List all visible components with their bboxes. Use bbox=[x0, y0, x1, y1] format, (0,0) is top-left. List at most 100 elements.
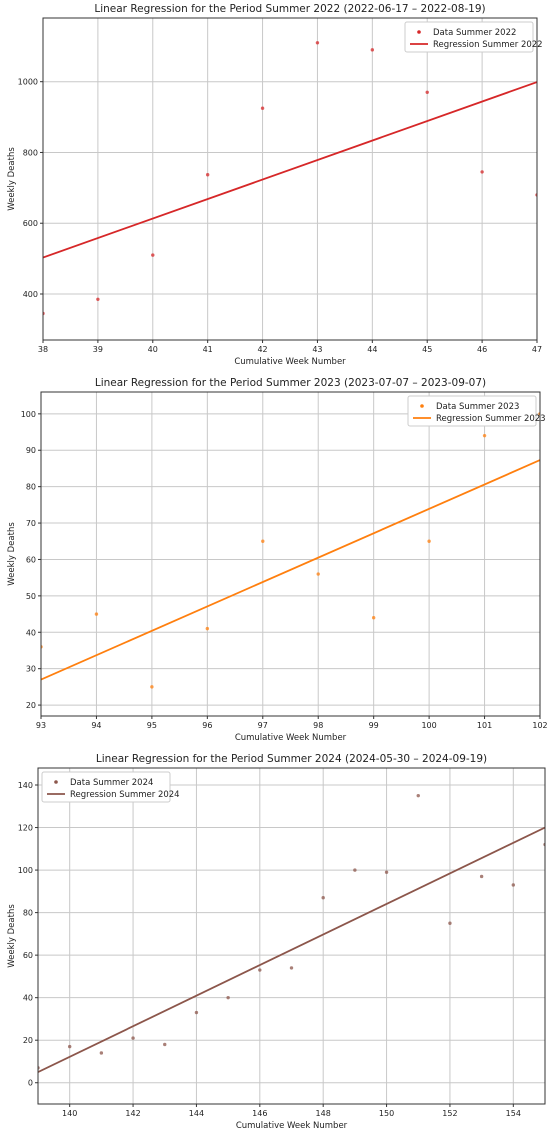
legend-entry: Regression Summer 2023 bbox=[436, 414, 546, 424]
data-point bbox=[163, 1042, 167, 1047]
data-point bbox=[479, 874, 484, 879]
data-point bbox=[416, 793, 420, 798]
data-point bbox=[289, 966, 294, 970]
x-tick-label: 97 bbox=[258, 721, 268, 730]
data-point bbox=[427, 539, 431, 543]
y-tick-label: 60 bbox=[23, 951, 33, 960]
x-tick-label: 150 bbox=[379, 1109, 394, 1118]
y-tick-label: 20 bbox=[26, 701, 36, 710]
x-tick-label: 39 bbox=[93, 345, 103, 354]
x-tick-label: 94 bbox=[91, 721, 101, 730]
x-axis-label: Cumulative Week Number bbox=[234, 357, 346, 367]
chart-3: 140 142 144 146 148 150 152 154 0 20 40 60 80 100 120 1… bbox=[7, 753, 546, 1131]
data-point bbox=[67, 1044, 72, 1049]
x-tick-label: 152 bbox=[442, 1109, 457, 1118]
data-point bbox=[260, 106, 265, 110]
x-tick-label: 142 bbox=[125, 1109, 140, 1118]
x-tick-label: 144 bbox=[189, 1109, 204, 1118]
legend-frame bbox=[41, 771, 171, 803]
plot-frame bbox=[42, 17, 538, 341]
data-point bbox=[151, 253, 155, 257]
data-point bbox=[99, 1051, 104, 1055]
legend-marker-points bbox=[54, 780, 58, 784]
chart-2: 93 94 95 96 97 98 99 100 101 102 20 30 40 50 60 70 80 90 1… bbox=[7, 377, 548, 743]
y-axis-label: Weekly Deaths bbox=[7, 147, 17, 211]
y-tick-label: 100 bbox=[21, 410, 36, 419]
chart-title: Linear Regression for the Period Summer … bbox=[95, 377, 486, 389]
data-point bbox=[371, 616, 376, 620]
y-tick-label: 20 bbox=[23, 1036, 33, 1045]
regression-line bbox=[38, 826, 545, 1073]
legend-marker-points bbox=[417, 30, 421, 34]
y-tick-label: 40 bbox=[23, 994, 33, 1003]
y-tick-label: 90 bbox=[26, 446, 36, 455]
data-point bbox=[370, 48, 375, 52]
x-tick-label: 95 bbox=[147, 721, 157, 730]
data-point bbox=[482, 433, 487, 438]
legend: Data Summer 2024 Regression Summer 2024 bbox=[41, 771, 180, 803]
x-tick-label: 41 bbox=[203, 345, 213, 354]
x-tick-label: 40 bbox=[148, 345, 158, 354]
y-tick-label: 80 bbox=[23, 909, 33, 918]
x-tick-label: 45 bbox=[422, 345, 432, 354]
x-tick-label: 100 bbox=[421, 721, 436, 730]
data-point bbox=[131, 1036, 135, 1040]
data-point bbox=[511, 883, 516, 887]
y-tick-label: 50 bbox=[26, 592, 36, 601]
x-tick-label: 140 bbox=[62, 1109, 77, 1118]
y-tick-label: 60 bbox=[26, 555, 36, 564]
legend-frame bbox=[407, 395, 537, 427]
legend-entry: Data Summer 2022 bbox=[433, 28, 516, 38]
data-point bbox=[96, 297, 100, 302]
data-point bbox=[194, 1010, 199, 1015]
chart-title: Linear Regression for the Period Summer … bbox=[96, 753, 487, 765]
legend-marker-points bbox=[420, 404, 424, 408]
x-axis-label: Cumulative Week Number bbox=[236, 1121, 348, 1131]
data-point bbox=[425, 90, 429, 95]
data-point bbox=[205, 626, 210, 631]
x-tick-label: 99 bbox=[369, 721, 379, 730]
plot-area bbox=[38, 793, 545, 1073]
chart-1: 38 39 40 41 42 43 44 45 46 47 400 600 800 1000 Linear … bbox=[7, 3, 543, 367]
x-tick-label: 96 bbox=[202, 721, 212, 730]
y-tick-label: 140 bbox=[18, 781, 33, 790]
x-axis-label: Cumulative Week Number bbox=[235, 733, 347, 743]
data-point bbox=[205, 173, 210, 177]
legend-entry: Data Summer 2024 bbox=[70, 778, 153, 788]
data-point bbox=[353, 868, 357, 872]
data-point bbox=[258, 968, 262, 972]
x-tick-label: 148 bbox=[316, 1109, 331, 1118]
y-tick-label: 70 bbox=[26, 519, 36, 528]
x-tick-label: 102 bbox=[532, 721, 547, 730]
y-tick-label: 120 bbox=[18, 824, 33, 833]
y-tick-label: 1000 bbox=[18, 78, 38, 87]
y-tick-label: 0 bbox=[28, 1079, 33, 1088]
x-tick-label: 93 bbox=[36, 721, 46, 730]
y-tick-label: 30 bbox=[26, 665, 36, 674]
plot-area bbox=[43, 41, 537, 316]
data-point bbox=[261, 539, 265, 543]
x-tick-label: 101 bbox=[477, 721, 492, 730]
y-tick-label: 80 bbox=[26, 483, 36, 492]
plot-frame bbox=[40, 391, 541, 717]
data-point bbox=[316, 572, 320, 576]
data-point bbox=[226, 995, 230, 1000]
plot-area bbox=[41, 412, 540, 689]
data-point bbox=[321, 896, 325, 900]
legend-entry: Regression Summer 2024 bbox=[70, 790, 180, 800]
x-tick-label: 38 bbox=[38, 345, 48, 354]
x-tick-label: 42 bbox=[257, 345, 267, 354]
legend-frame bbox=[404, 21, 534, 53]
chart-title: Linear Regression for the Period Summer … bbox=[94, 3, 485, 15]
x-tick-label: 154 bbox=[506, 1109, 521, 1118]
legend: Data Summer 2023 Regression Summer 2023 bbox=[407, 395, 546, 427]
legend-entry: Data Summer 2023 bbox=[436, 402, 519, 412]
y-axis-label: Weekly Deaths bbox=[7, 522, 17, 586]
legend-entry: Regression Summer 2022 bbox=[433, 40, 543, 50]
y-tick-label: 800 bbox=[23, 148, 38, 157]
x-tick-label: 46 bbox=[477, 345, 487, 354]
plot-frame bbox=[37, 767, 546, 1105]
data-point bbox=[315, 41, 320, 45]
y-tick-label: 600 bbox=[23, 219, 38, 228]
